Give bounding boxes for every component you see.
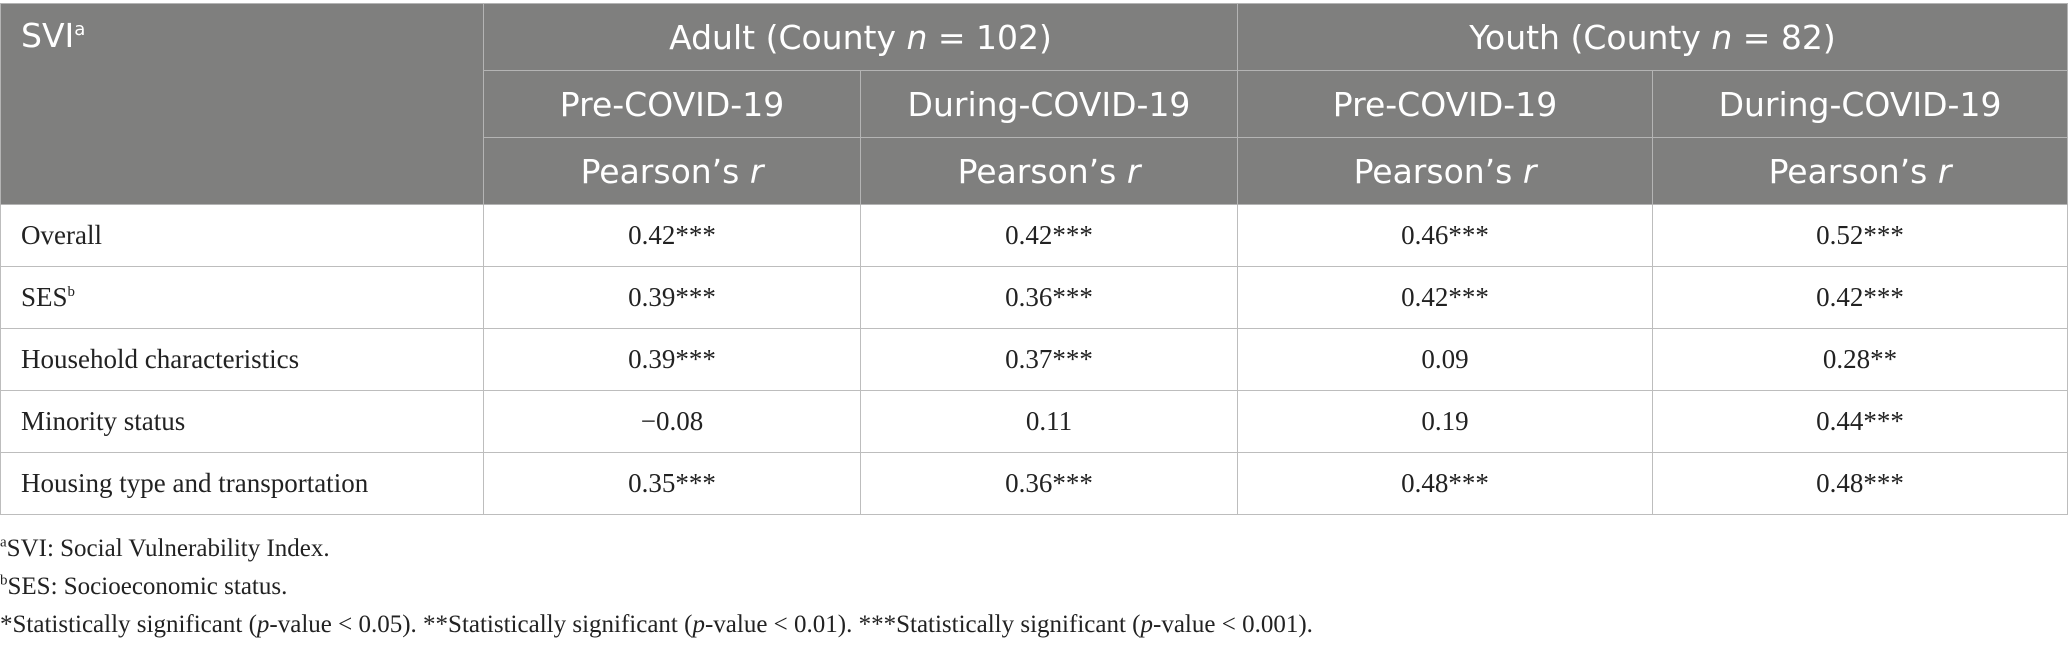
stat-prefix: Pearson’s bbox=[957, 151, 1127, 191]
row-label-text: Housing type and transportation bbox=[21, 468, 369, 498]
row-label-text: Overall bbox=[21, 220, 102, 250]
row-label-text: Minority status bbox=[21, 406, 186, 436]
table-cell: −0.08 bbox=[483, 390, 861, 453]
table-cell: 0.44*** bbox=[1651, 390, 2068, 453]
header-period: Pre-COVID-19 bbox=[483, 70, 861, 138]
header-row-groups: SVIa Adult (County n = 102) Youth (Count… bbox=[0, 3, 2068, 205]
adult-group-n: n bbox=[906, 17, 928, 57]
header-period: During-COVID-19 bbox=[1651, 70, 2068, 138]
stat-var: r bbox=[1126, 151, 1141, 191]
table-cell: 0.09 bbox=[1237, 328, 1653, 391]
header-svi-sup: a bbox=[74, 19, 86, 40]
row-label-text: Household characteristics bbox=[21, 344, 300, 374]
header-stat: Pearson’s r bbox=[1237, 137, 1653, 205]
table-cell: 0.48*** bbox=[1237, 452, 1653, 515]
header-stat: Pearson’s r bbox=[1651, 137, 2068, 205]
sig-text: *Statistically significant ( bbox=[0, 611, 257, 638]
table-cell: 0.52*** bbox=[1651, 204, 2068, 267]
row-label: Overall bbox=[0, 204, 484, 267]
sig-text: -value < 0.05). **Statistically signific… bbox=[269, 611, 693, 638]
table-cell: 0.42*** bbox=[1651, 266, 2068, 329]
table-footnotes: aSVI: Social Vulnerability Index. bSES: … bbox=[0, 530, 1313, 644]
footnote-a-marker: a bbox=[0, 534, 7, 551]
table-row: Housing type and transportation 0.35*** … bbox=[0, 452, 2068, 515]
row-label-sup: b bbox=[67, 284, 75, 300]
table-cell: 0.39*** bbox=[483, 328, 861, 391]
row-label: Housing type and transportation bbox=[0, 452, 484, 515]
footnote-b-marker: b bbox=[0, 572, 8, 589]
footnote-a-text: SVI: Social Vulnerability Index. bbox=[6, 535, 330, 562]
table-cell: 0.37*** bbox=[860, 328, 1238, 391]
header-period: Pre-COVID-19 bbox=[1237, 70, 1653, 138]
stat-prefix: Pearson’s bbox=[1768, 151, 1938, 191]
table-cell: 0.35*** bbox=[483, 452, 861, 515]
table-row: Minority status −0.08 0.11 0.19 0.44*** bbox=[0, 390, 2068, 453]
row-label: SESb bbox=[0, 266, 484, 329]
table-cell: 0.46*** bbox=[1237, 204, 1653, 267]
sig-text: -value < 0.001). bbox=[1153, 611, 1313, 638]
stat-prefix: Pearson’s bbox=[1353, 151, 1523, 191]
correlation-table: SVIa Adult (County n = 102) Youth (Count… bbox=[0, 3, 2068, 515]
table-row: Overall 0.42*** 0.42*** 0.46*** 0.52*** bbox=[0, 204, 2068, 267]
youth-group-prefix: Youth (County bbox=[1469, 17, 1712, 57]
stat-var: r bbox=[1522, 151, 1537, 191]
adult-group-suffix: = 102) bbox=[927, 17, 1052, 57]
stat-var: r bbox=[1937, 151, 1952, 191]
table-cell: 0.48*** bbox=[1651, 452, 2068, 515]
row-label: Household characteristics bbox=[0, 328, 484, 391]
header-row-periods: Pre-COVID-19 During-COVID-19 Pre-COVID-1… bbox=[1, 70, 2068, 138]
table-cell: 0.19 bbox=[1237, 390, 1653, 453]
youth-group-n: n bbox=[1711, 17, 1733, 57]
header-stat: Pearson’s r bbox=[860, 137, 1238, 205]
table-cell: 0.36*** bbox=[860, 266, 1238, 329]
stat-var: r bbox=[749, 151, 764, 191]
table-cell: 0.11 bbox=[860, 390, 1238, 453]
footnote-b-text: SES: Socioeconomic status. bbox=[7, 573, 288, 600]
youth-group-suffix: = 82) bbox=[1732, 17, 1836, 57]
table-row: Household characteristics 0.39*** 0.37**… bbox=[0, 328, 2068, 391]
table-cell: 0.36*** bbox=[860, 452, 1238, 515]
table-header: SVIa Adult (County n = 102) Youth (Count… bbox=[0, 3, 2068, 205]
header-stat: Pearson’s r bbox=[483, 137, 861, 205]
table-cell: 0.39*** bbox=[483, 266, 861, 329]
header-adult-group: Adult (County n = 102) bbox=[483, 3, 1238, 71]
table-cell: 0.42*** bbox=[483, 204, 861, 267]
row-label-text: SES bbox=[21, 282, 68, 312]
adult-group-prefix: Adult (County bbox=[669, 17, 907, 57]
sig-p: p bbox=[692, 611, 705, 638]
sig-p: p bbox=[1140, 611, 1154, 638]
header-row-stat: Pearson’s r Pearson’s r Pearson’s r Pear… bbox=[1, 137, 2068, 205]
sig-p: p bbox=[256, 611, 270, 638]
header-youth-group: Youth (County n = 82) bbox=[1236, 3, 2068, 71]
stat-prefix: Pearson’s bbox=[580, 151, 750, 191]
footnote-a: aSVI: Social Vulnerability Index. bbox=[0, 530, 1313, 568]
footnote-significance: *Statistically significant (p-value < 0.… bbox=[0, 606, 1313, 644]
row-label: Minority status bbox=[0, 390, 484, 453]
table-cell: 0.42*** bbox=[1237, 266, 1653, 329]
table-row: SESb 0.39*** 0.36*** 0.42*** 0.42*** bbox=[0, 266, 2068, 329]
sig-text: -value < 0.01). ***Statistically signifi… bbox=[704, 611, 1141, 638]
footnote-b: bSES: Socioeconomic status. bbox=[0, 568, 1313, 606]
table-cell: 0.28** bbox=[1651, 328, 2068, 391]
table-cell: 0.42*** bbox=[860, 204, 1238, 267]
header-period: During-COVID-19 bbox=[860, 70, 1238, 138]
header-svi: SVIa bbox=[0, 3, 484, 205]
header-svi-label: SVI bbox=[21, 16, 75, 55]
table-body: Overall 0.42*** 0.42*** 0.46*** 0.52*** … bbox=[0, 204, 2068, 515]
